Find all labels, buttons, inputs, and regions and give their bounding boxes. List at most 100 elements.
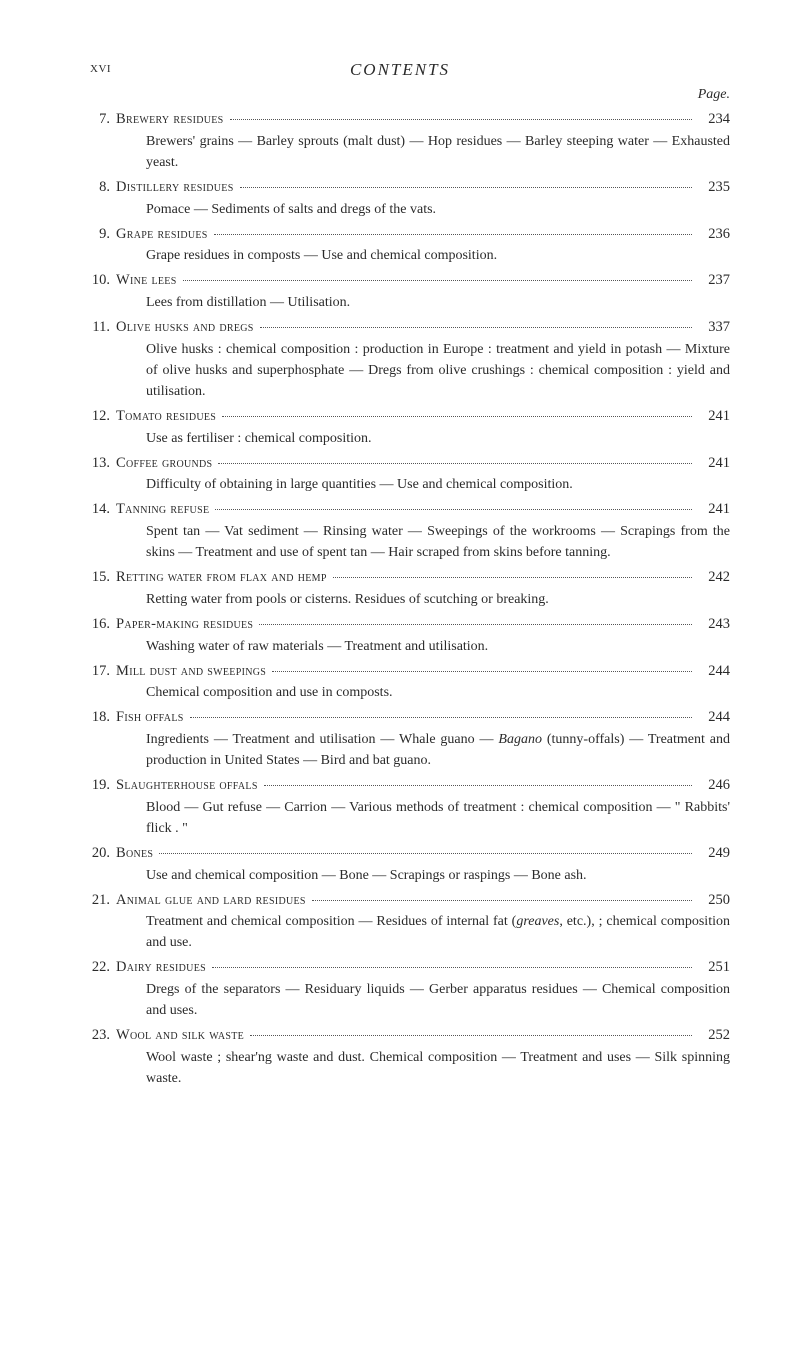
entry-main-line: 15.Retting water from flax and hemp 242 <box>90 567 730 589</box>
entry-number: 9. <box>90 224 116 246</box>
entry-title: Olive husks and dregs <box>116 317 254 339</box>
entry-description: Use as fertiliser : chemical composition… <box>90 428 730 449</box>
leader-dots <box>183 280 692 281</box>
leader-dots <box>190 717 692 718</box>
entry-page-number: 241 <box>698 499 730 521</box>
entry-main-line: 21.Animal glue and lard residues250 <box>90 890 730 912</box>
entry-title: Dairy residues <box>116 957 206 979</box>
entry-main-line: 16.Paper-making residues 243 <box>90 614 730 636</box>
contents-entry: 22.Dairy residues251Dregs of the separat… <box>90 957 730 1021</box>
entry-number: 7. <box>90 109 116 131</box>
entry-title: Retting water from flax and hemp <box>116 567 327 589</box>
entry-main-line: 17.Mill dust and sweepings244 <box>90 661 730 683</box>
entry-description: Treatment and chemical composition — Res… <box>90 911 730 953</box>
entry-description: Lees from distillation — Utilisation. <box>90 292 730 313</box>
entry-page-number: 249 <box>698 843 730 865</box>
page-header: xvi CONTENTS <box>90 60 730 77</box>
entry-main-line: 23.Wool and silk waste252 <box>90 1025 730 1047</box>
entry-title: Brewery residues <box>116 109 224 131</box>
entry-page-number: 236 <box>698 224 730 246</box>
entry-main-line: 19.Slaughterhouse offals246 <box>90 775 730 797</box>
entry-page-number: 235 <box>698 177 730 199</box>
entry-number: 20. <box>90 843 116 865</box>
entry-description: Ingredients — Treatment and utilisation … <box>90 729 730 771</box>
entry-number: 8. <box>90 177 116 199</box>
entry-number: 13. <box>90 453 116 475</box>
entry-title: Tanning refuse <box>116 499 209 521</box>
entry-title: Wool and silk waste <box>116 1025 244 1047</box>
entry-main-line: 9.Grape residues 236 <box>90 224 730 246</box>
entry-description: Brewers' grains — Barley sprouts (malt d… <box>90 131 730 173</box>
entry-number: 16. <box>90 614 116 636</box>
entry-main-line: 8.Distillery residues235 <box>90 177 730 199</box>
contents-entry: 19.Slaughterhouse offals246Blood — Gut r… <box>90 775 730 839</box>
entry-number: 22. <box>90 957 116 979</box>
entry-page-number: 242 <box>698 567 730 589</box>
contents-entry: 7.Brewery residues234Brewers' grains — B… <box>90 109 730 173</box>
leader-dots <box>218 463 692 464</box>
entry-description: Olive husks : chemical composition : pro… <box>90 339 730 402</box>
leader-dots <box>272 671 692 672</box>
leader-dots <box>260 327 692 328</box>
contents-entry: 16.Paper-making residues 243Washing water… <box>90 614 730 657</box>
contents-entry: 20.Bones249Use and chemical composition … <box>90 843 730 886</box>
entry-page-number: 251 <box>698 957 730 979</box>
page-column-label: Page. <box>90 87 730 103</box>
entry-number: 17. <box>90 661 116 683</box>
entry-title: Grape residues <box>116 224 208 246</box>
entry-description: Grape residues in composts — Use and che… <box>90 245 730 266</box>
entry-page-number: 244 <box>698 707 730 729</box>
contents-entry: 21.Animal glue and lard residues250Treat… <box>90 890 730 954</box>
leader-dots <box>312 900 692 901</box>
entry-page-number: 246 <box>698 775 730 797</box>
entry-title: Paper-making residues <box>116 614 253 636</box>
entry-description: Difficulty of obtaining in large quantit… <box>90 474 730 495</box>
entry-title: Slaughterhouse offals <box>116 775 258 797</box>
contents-entry: 10.Wine lees237Lees from distillation — … <box>90 270 730 313</box>
leader-dots <box>250 1035 692 1036</box>
entry-title: Tomato residues <box>116 406 216 428</box>
entry-title: Coffee grounds <box>116 453 212 475</box>
entry-main-line: 20.Bones 249 <box>90 843 730 865</box>
leader-dots <box>264 785 692 786</box>
contents-entry: 14.Tanning refuse 241Spent tan — Vat sedi… <box>90 499 730 563</box>
entry-number: 23. <box>90 1025 116 1047</box>
contents-entry: 15.Retting water from flax and hemp 242Re… <box>90 567 730 610</box>
entry-page-number: 337 <box>698 317 730 339</box>
entry-page-number: 241 <box>698 406 730 428</box>
entry-number: 21. <box>90 890 116 912</box>
entry-number: 15. <box>90 567 116 589</box>
entry-description: Retting water from pools or cisterns. Re… <box>90 589 730 610</box>
contents-entry: 8.Distillery residues235Pomace — Sedimen… <box>90 177 730 220</box>
entry-description: Spent tan — Vat sediment — Rinsing water… <box>90 521 730 563</box>
leader-dots <box>215 509 692 510</box>
leader-dots <box>212 967 692 968</box>
entry-number: 14. <box>90 499 116 521</box>
entry-main-line: 13.Coffee grounds 241 <box>90 453 730 475</box>
entry-title: Animal glue and lard residues <box>116 890 306 912</box>
entry-description: Pomace — Sediments of salts and dregs of… <box>90 199 730 220</box>
entry-description: Wool waste ; shear'ng waste and dust. Ch… <box>90 1047 730 1089</box>
contents-entry: 11.Olive husks and dregs 337Olive husks :… <box>90 317 730 402</box>
entry-main-line: 7.Brewery residues234 <box>90 109 730 131</box>
leader-dots <box>222 416 692 417</box>
contents-entry: 13.Coffee grounds 241Difficulty of obtain… <box>90 453 730 496</box>
entry-page-number: 244 <box>698 661 730 683</box>
entry-description: Chemical composition and use in composts… <box>90 682 730 703</box>
leader-dots <box>333 577 692 578</box>
contents-entry: 23.Wool and silk waste252Wool waste ; sh… <box>90 1025 730 1089</box>
entry-description: Blood — Gut refuse — Carrion — Various m… <box>90 797 730 839</box>
entry-title: Bones <box>116 843 153 865</box>
entry-page-number: 243 <box>698 614 730 636</box>
entry-main-line: 22.Dairy residues 251 <box>90 957 730 979</box>
entry-page-number: 237 <box>698 270 730 292</box>
entry-description: Washing water of raw materials — Treatme… <box>90 636 730 657</box>
entry-number: 11. <box>90 317 116 339</box>
leader-dots <box>159 853 692 854</box>
contents-entry: 18.Fish offals244Ingredients — Treatment… <box>90 707 730 771</box>
entry-title: Wine lees <box>116 270 177 292</box>
leader-dots <box>240 187 692 188</box>
contents-entry: 9.Grape residues 236Grape residues in com… <box>90 224 730 267</box>
entry-page-number: 241 <box>698 453 730 475</box>
contents-entry: 12.Tomato residues241Use as fertiliser :… <box>90 406 730 449</box>
